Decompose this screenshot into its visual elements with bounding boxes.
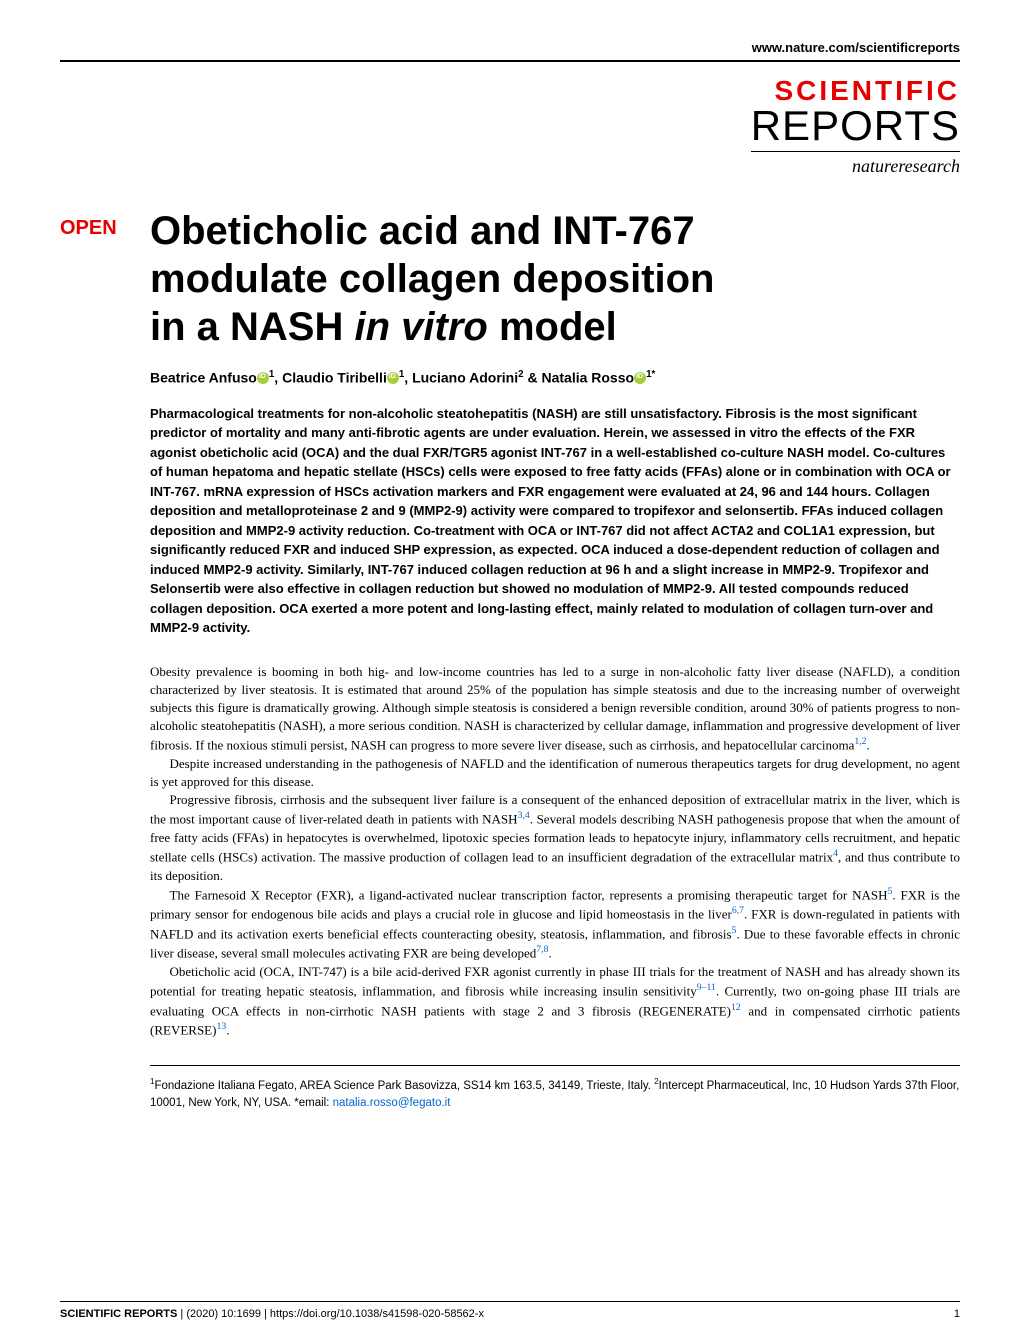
paragraph-5: Obeticholic acid (OCA, INT-747) is a bil… [150, 963, 960, 1040]
page-container: www.nature.com/scientificreports SCIENTI… [0, 0, 1020, 1142]
authors-list: Beatrice Anfuso1, Claudio Tiribelli1, Lu… [150, 369, 960, 386]
author-2-aff: 1 [399, 369, 404, 380]
journal-logo: SCIENTIFIC REPORTS natureresearch [60, 77, 960, 177]
paragraph-3: Progressive fibrosis, cirrhosis and the … [150, 791, 960, 885]
author-1-aff: 1 [269, 369, 274, 380]
website-link[interactable]: www.nature.com/scientificreports [60, 40, 960, 62]
author-4-aff: 1* [646, 369, 655, 380]
citation-link[interactable]: 6,7 [732, 905, 744, 916]
author-3: Luciano Adorini [412, 370, 518, 386]
footer-journal: SCIENTIFIC REPORTS [60, 1308, 177, 1320]
citation-link[interactable]: 7,8 [536, 944, 548, 955]
left-column: OPEN [60, 207, 150, 1112]
article-title: Obeticholic acid and INT-767 modulate co… [150, 207, 960, 351]
content-area: OPEN Obeticholic acid and INT-767 modula… [60, 207, 960, 1112]
body-text: Obesity prevalence is booming in both hi… [150, 663, 960, 1040]
orcid-icon[interactable] [257, 372, 269, 384]
title-line2: modulate collagen deposition [150, 257, 715, 301]
orcid-icon[interactable] [387, 372, 399, 384]
journal-name-bottom: REPORTS [751, 105, 960, 152]
paragraph-4: The Farnesoid X Receptor (FXR), a ligand… [150, 885, 960, 963]
author-4: Natalia Rosso [541, 370, 634, 386]
paragraph-1: Obesity prevalence is booming in both hi… [150, 663, 960, 755]
title-line1: Obeticholic acid and INT-767 [150, 209, 695, 253]
author-2: Claudio Tiribelli [282, 370, 387, 386]
abstract: Pharmacological treatments for non-alcoh… [150, 404, 960, 638]
p4-end: . [548, 946, 551, 961]
p5-end: . [226, 1023, 229, 1038]
p1-text: Obesity prevalence is booming in both hi… [150, 664, 960, 753]
citation-link[interactable]: 9–11 [697, 982, 716, 993]
publisher-name: natureresearch [60, 156, 960, 177]
email-link[interactable]: natalia.rosso@fegato.it [333, 1097, 451, 1109]
citation-link[interactable]: 12 [731, 1002, 741, 1013]
aff-1-text: Fondazione Italiana Fegato, AREA Science… [154, 1080, 654, 1092]
author-1: Beatrice Anfuso [150, 370, 257, 386]
citation-link[interactable]: 1,2 [854, 736, 866, 747]
title-line3a: in a NASH [150, 305, 354, 349]
affiliations: 1Fondazione Italiana Fegato, AREA Scienc… [150, 1065, 960, 1112]
page-number: 1 [954, 1308, 960, 1320]
footer-citation: SCIENTIFIC REPORTS | (2020) 10:1699 | ht… [60, 1308, 484, 1320]
author-3-aff: 2 [518, 369, 523, 380]
orcid-icon[interactable] [634, 372, 646, 384]
footer-citation-text: (2020) 10:1699 | https://doi.org/10.1038… [186, 1308, 484, 1320]
right-column: Obeticholic acid and INT-767 modulate co… [150, 207, 960, 1112]
journal-name-top: SCIENTIFIC [60, 77, 960, 105]
p1-end: . [867, 738, 870, 753]
title-line3c: model [488, 305, 617, 349]
page-footer: SCIENTIFIC REPORTS | (2020) 10:1699 | ht… [60, 1301, 960, 1320]
p4-text: The Farnesoid X Receptor (FXR), a ligand… [170, 887, 888, 902]
citation-link[interactable]: 13 [216, 1021, 226, 1032]
paragraph-2: Despite increased understanding in the p… [150, 755, 960, 791]
title-italic: in vitro [354, 305, 487, 349]
citation-link[interactable]: 3,4 [518, 810, 530, 821]
open-access-badge: OPEN [60, 217, 150, 240]
